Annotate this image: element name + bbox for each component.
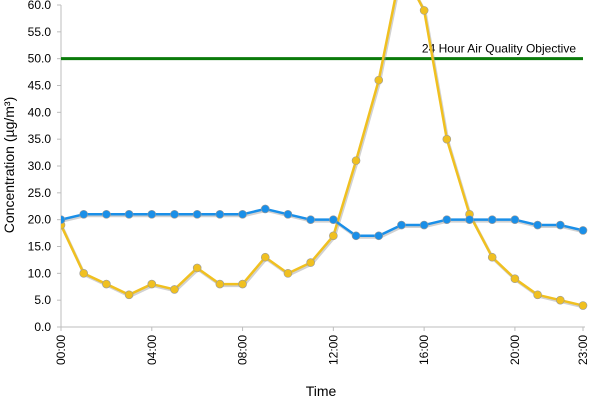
data-point bbox=[442, 134, 452, 144]
y-tick-label: 40.0 bbox=[28, 105, 52, 119]
series-group bbox=[61, 0, 588, 310]
data-point bbox=[215, 279, 225, 289]
data-point bbox=[465, 215, 474, 224]
data-point bbox=[79, 210, 88, 219]
y-tick-label: 5.0 bbox=[34, 293, 51, 307]
data-point bbox=[238, 279, 247, 289]
data-point bbox=[147, 210, 157, 219]
y-tick-label: 15.0 bbox=[28, 240, 52, 254]
y-tick-label: 55.0 bbox=[28, 25, 52, 39]
series-1 bbox=[61, 204, 588, 241]
x-tick-label: 04:00 bbox=[145, 335, 159, 365]
x-tick-label: 00:00 bbox=[54, 335, 68, 365]
data-point bbox=[578, 226, 588, 235]
x-tick-label: 12:00 bbox=[326, 335, 340, 365]
data-point bbox=[510, 274, 520, 284]
data-point bbox=[61, 215, 66, 224]
data-point bbox=[487, 215, 497, 224]
data-point bbox=[102, 210, 111, 219]
data-point bbox=[260, 204, 270, 214]
data-point bbox=[102, 279, 111, 289]
x-tick-label: 16:00 bbox=[417, 335, 431, 365]
data-point bbox=[238, 210, 247, 219]
x-tick-label: 08:00 bbox=[236, 335, 250, 365]
data-point bbox=[510, 215, 520, 224]
data-point bbox=[374, 231, 384, 241]
data-point bbox=[147, 279, 157, 289]
reference-line-label: 24 Hour Air Quality Objective bbox=[422, 42, 576, 56]
data-point bbox=[487, 252, 497, 262]
y-tick-label: 20.0 bbox=[28, 213, 52, 227]
x-tick-label: 23:00 bbox=[576, 335, 590, 365]
data-point bbox=[578, 301, 588, 310]
y-axis: 0.0 5.0 10.0 15.0 20.0 25.0 30.0 35.0 40.0 45.0 50… bbox=[28, 0, 62, 334]
data-point bbox=[556, 295, 565, 305]
data-point bbox=[260, 252, 270, 262]
data-point bbox=[556, 220, 565, 230]
data-point bbox=[170, 210, 179, 219]
data-point bbox=[124, 210, 134, 219]
data-point bbox=[329, 215, 338, 224]
data-point bbox=[306, 258, 315, 267]
y-tick-label: 60.0 bbox=[28, 0, 52, 12]
x-axis: 00:00 04:00 08:00 12:00 16:00 20:00 23:00 bbox=[54, 326, 590, 365]
data-point bbox=[397, 220, 406, 230]
y-tick-label: 10.0 bbox=[28, 266, 52, 280]
data-point bbox=[283, 210, 293, 219]
data-point bbox=[419, 220, 429, 230]
y-tick-label: 25.0 bbox=[28, 186, 52, 200]
data-point bbox=[192, 263, 202, 273]
y-axis-title: Concentration (µg/m³) bbox=[1, 97, 17, 233]
series-0 bbox=[61, 0, 588, 310]
y-tick-label: 30.0 bbox=[28, 159, 52, 173]
data-point bbox=[442, 215, 452, 224]
data-point bbox=[215, 210, 225, 219]
data-point bbox=[351, 231, 361, 241]
data-point bbox=[351, 156, 361, 165]
x-tick-label: 20:00 bbox=[508, 335, 522, 365]
data-point bbox=[533, 220, 542, 230]
data-point bbox=[170, 285, 179, 294]
x-axis-title: Time bbox=[306, 383, 337, 399]
data-point bbox=[329, 231, 338, 241]
data-point bbox=[192, 210, 202, 219]
data-point bbox=[374, 75, 384, 85]
y-tick-label: 45.0 bbox=[28, 79, 52, 93]
data-point bbox=[306, 215, 315, 224]
y-tick-label: 35.0 bbox=[28, 132, 52, 146]
data-point bbox=[283, 269, 293, 278]
data-point bbox=[79, 269, 88, 278]
reference-line-group: 24 Hour Air Quality Objective bbox=[61, 42, 583, 61]
data-point bbox=[533, 290, 542, 300]
y-tick-label: 0.0 bbox=[34, 320, 51, 334]
data-point bbox=[124, 290, 134, 300]
y-tick-label: 50.0 bbox=[28, 52, 52, 66]
data-point bbox=[419, 6, 429, 15]
